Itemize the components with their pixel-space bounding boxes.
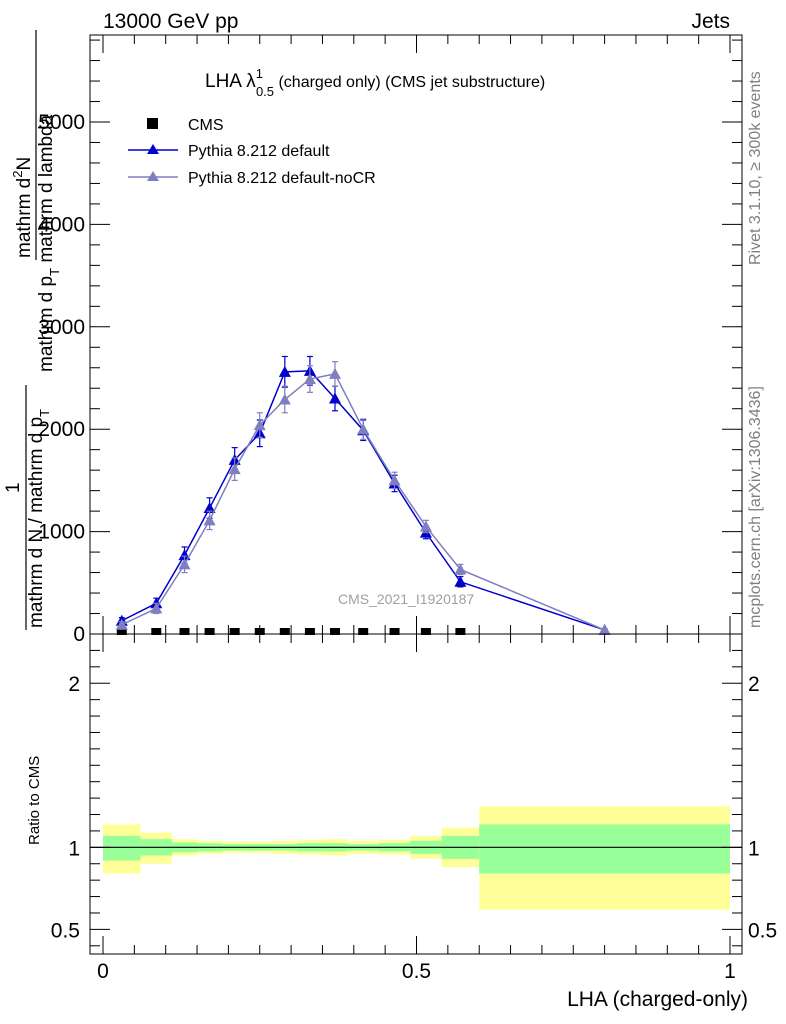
- cms-data-point: [420, 628, 431, 635]
- series-marker-2: [598, 623, 611, 635]
- rivet-version-label: Rivet 3.1.10, ≥ 300k events: [747, 71, 764, 265]
- cms-data-point: [179, 628, 190, 635]
- x-axis-label: LHA (charged-only): [567, 988, 748, 1011]
- cms-data-point: [358, 628, 369, 635]
- cms-data-point: [254, 628, 265, 635]
- ylabel-bottom-sub: T: [47, 268, 62, 276]
- main-series-group: [115, 355, 611, 635]
- main-y-ticks: 0 1000 2000 3000 4000 5000: [38, 39, 742, 646]
- legend: CMS Pythia 8.212 default Pythia 8.212 de…: [128, 117, 376, 187]
- ratio-y-tick-label-left: 0.5: [51, 919, 80, 942]
- series-marker-1: [203, 502, 216, 514]
- series-marker-1: [454, 575, 467, 587]
- ylabel-prefix-den-text: mathrm d N / mathrm d p: [26, 417, 47, 628]
- series-marker-2: [278, 393, 291, 405]
- ratio-stat-band: [479, 824, 730, 874]
- x-tick-label: 0.5: [402, 960, 431, 983]
- main-y-tick-label: 2000: [38, 418, 85, 441]
- legend-pythia-nocr-marker: [147, 171, 159, 181]
- series-marker-1: [328, 392, 341, 404]
- main-y-tick-label: 3000: [38, 316, 85, 339]
- main-y-tick-label: 5000: [38, 111, 85, 134]
- x-tick-label: 1: [724, 960, 736, 983]
- cms-data-point: [389, 628, 400, 635]
- ratio-y-ticks: 0.5 0.5 1 1 2 2: [51, 649, 777, 947]
- series-marker-2: [303, 373, 316, 385]
- legend-cms-label: CMS: [188, 117, 224, 134]
- series-marker-2: [388, 474, 401, 486]
- ratio-y-axis-label: Ratio to CMS: [26, 756, 43, 845]
- legend-pythia-default-label: Pythia 8.212 default: [188, 143, 330, 160]
- main-y-tick-label: 4000: [38, 213, 85, 236]
- ylabel-bottom-text: mathrm d p: [36, 276, 57, 372]
- series-marker-2: [454, 563, 467, 575]
- main-plot-panel: 0 1000 2000 3000 4000 5000 LHA λ1 0.5 (charged…: [38, 34, 743, 646]
- series-marker-2: [253, 419, 266, 431]
- cms-data-point: [279, 628, 290, 635]
- ylabel-numerator: mathrm d2N: [10, 157, 35, 258]
- cms-data-point: [229, 628, 240, 635]
- plot-title-sup: 1: [256, 66, 263, 81]
- main-y-tick-label: 1000: [38, 521, 85, 544]
- ratio-y-tick-label-left: 1: [68, 837, 80, 860]
- series-line-2: [121, 373, 605, 631]
- mcplots-label: mcplots.cern.ch [arXiv:1306.3436]: [747, 386, 764, 628]
- cms-data-point: [455, 628, 466, 635]
- cms-data-point: [329, 628, 340, 635]
- ratio-stat-band: [103, 835, 141, 861]
- ratio-y-tick-label-right: 0.5: [748, 919, 777, 942]
- plot-title-sub: 0.5: [256, 84, 274, 99]
- main-y-axis-label: mathrm d2N mathrm d pT mathrm d lambda 1…: [3, 30, 62, 630]
- plot-title-main: LHA λ: [205, 71, 256, 92]
- cms-data-point: [116, 628, 127, 635]
- cms-data-point: [304, 628, 315, 635]
- ratio-bands: [103, 806, 730, 910]
- analysis-watermark: CMS_2021_I1920187: [338, 591, 474, 607]
- series-marker-1: [178, 549, 191, 561]
- ylabel-top-text: mathrm d: [14, 178, 35, 258]
- ratio-y-tick-label-right: 2: [748, 673, 760, 696]
- series-marker-2: [178, 558, 191, 570]
- series-marker-1: [278, 365, 291, 377]
- energy-label: 13000 GeV pp: [103, 10, 238, 33]
- plot-title: LHA λ1 0.5 (charged only) (CMS jet substr…: [205, 66, 545, 99]
- ratio-plot-panel: 0.5 0.51 12 2 0 0.5 1 Ratio to CMS LHA (charg…: [26, 633, 777, 1011]
- series-marker-2: [328, 367, 341, 379]
- ylabel-top-after: N: [14, 157, 35, 171]
- ylabel-denominator: mathrm d pT mathrm d lambda: [36, 114, 62, 372]
- legend-pythia-default-marker: [147, 144, 159, 154]
- ratio-y-tick-label-right: 1: [748, 837, 760, 860]
- jets-label: Jets: [691, 10, 730, 33]
- ylabel-prefix-denominator: mathrm d N / mathrm d pT: [26, 409, 52, 628]
- ylabel-prefix-numerator: 1: [3, 482, 24, 493]
- series-marker-2: [357, 423, 370, 435]
- ratio-y-tick-label-left: 2: [68, 673, 80, 696]
- series-marker-2: [419, 520, 432, 532]
- series-marker-2: [228, 463, 241, 475]
- ylabel-prefix-den-sub: T: [37, 409, 52, 417]
- ylabel-top-sup: 2: [10, 171, 25, 178]
- series-marker-2: [203, 514, 216, 526]
- x-tick-label: 0: [97, 960, 109, 983]
- series-line-1: [121, 370, 605, 631]
- plot-title-rest: (charged only) (CMS jet substructure): [274, 74, 545, 91]
- ylabel-bottom-after: mathrm d lambda: [36, 114, 57, 268]
- main-y-tick-label: 0: [73, 623, 85, 646]
- cms-data-point: [204, 628, 215, 635]
- series-marker-2: [115, 618, 128, 630]
- ratio-x-ticks: 0 0.5 1: [97, 634, 736, 983]
- legend-pythia-nocr-label: Pythia 8.212 default-noCR: [188, 170, 376, 187]
- legend-cms-marker: [147, 118, 158, 129]
- cms-data-point: [151, 628, 162, 635]
- series-marker-2: [150, 602, 163, 614]
